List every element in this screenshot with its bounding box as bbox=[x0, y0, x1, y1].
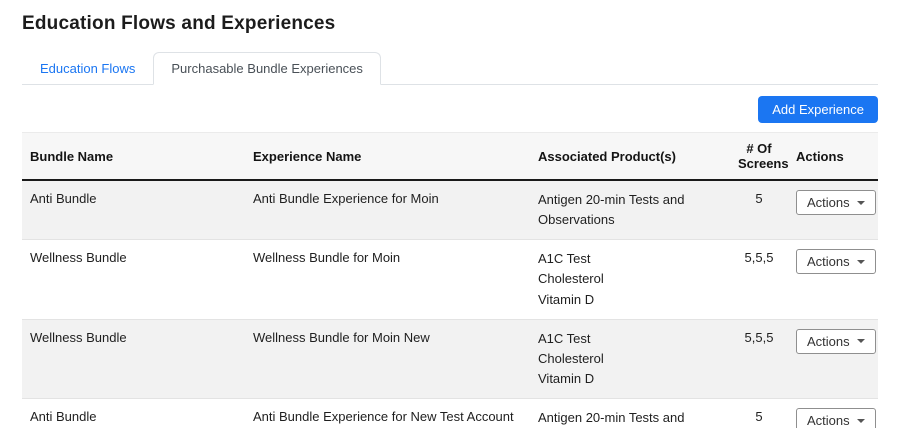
toolbar: Add Experience bbox=[22, 96, 878, 123]
column-header-actions: Actions bbox=[788, 132, 878, 181]
num-screens-cell: 5,5,5 bbox=[730, 239, 788, 320]
actions-dropdown-label: Actions bbox=[807, 195, 850, 210]
products-cell: Antigen 20-min Tests and Observations bbox=[530, 398, 730, 428]
column-header-bundle-name: Bundle Name bbox=[22, 132, 245, 181]
num-screens-cell: 5 bbox=[730, 398, 788, 428]
num-screens-cell: 5,5,5 bbox=[730, 318, 788, 399]
bundle-name-cell: Wellness Bundle bbox=[22, 239, 245, 320]
experience-name-cell: Wellness Bundle for Moin bbox=[245, 239, 530, 320]
experience-name-cell: Anti Bundle Experience for New Test Acco… bbox=[245, 398, 530, 428]
table-row: Anti Bundle Anti Bundle Experience for M… bbox=[22, 180, 878, 240]
product-item: Vitamin D bbox=[538, 370, 595, 386]
table-row: Wellness Bundle Wellness Bundle for Moin… bbox=[22, 239, 878, 320]
caret-down-icon bbox=[856, 339, 865, 344]
experience-name-cell: Wellness Bundle for Moin New bbox=[245, 318, 530, 399]
actions-dropdown-button[interactable]: Actions bbox=[796, 190, 876, 215]
page-title: Education Flows and Experiences bbox=[22, 13, 336, 34]
tab-purchasable-bundle-experiences[interactable]: Purchasable Bundle Experiences bbox=[153, 52, 381, 85]
actions-dropdown-label: Actions bbox=[807, 413, 850, 428]
bundle-name-cell: Wellness Bundle bbox=[22, 318, 245, 399]
actions-dropdown-button[interactable]: Actions bbox=[796, 328, 876, 354]
actions-dropdown-label: Actions bbox=[807, 333, 850, 349]
caret-down-icon bbox=[856, 259, 865, 264]
actions-cell: Actions bbox=[788, 180, 878, 240]
caret-down-icon bbox=[856, 200, 865, 205]
products-cell: Antigen 20-min Tests and Observations bbox=[530, 180, 730, 240]
column-header-experience-name: Experience Name bbox=[245, 132, 530, 181]
table-row: Wellness Bundle Wellness Bundle for Moin… bbox=[22, 318, 878, 399]
tab-bar: Education Flows Purchasable Bundle Exper… bbox=[22, 52, 878, 85]
table-header-row: Bundle Name Experience Name Associated P… bbox=[22, 132, 878, 181]
actions-dropdown-label: Actions bbox=[807, 254, 850, 270]
bundle-name-cell: Anti Bundle bbox=[30, 191, 97, 206]
actions-dropdown-button[interactable]: Actions bbox=[796, 408, 876, 428]
actions-dropdown-button[interactable]: Actions bbox=[796, 249, 876, 275]
caret-down-icon bbox=[856, 418, 865, 423]
products-cell: A1C Test Cholesterol Vitamin D bbox=[530, 318, 730, 399]
products-cell: A1C Test Cholesterol Vitamin D bbox=[530, 239, 730, 320]
product-item: Cholesterol bbox=[538, 350, 604, 366]
actions-cell: Actions bbox=[788, 239, 878, 320]
product-item: A1C Test bbox=[538, 251, 591, 267]
actions-cell: Actions bbox=[788, 398, 878, 428]
experience-name-cell: Anti Bundle Experience for Moin bbox=[253, 191, 439, 206]
bundle-name-cell: Anti Bundle bbox=[22, 398, 245, 428]
product-item: Antigen 20-min Tests and Observations bbox=[538, 192, 685, 228]
product-item: Antigen 20-min Tests and Observations bbox=[538, 410, 685, 426]
experiences-table: Bundle Name Experience Name Associated P… bbox=[22, 132, 878, 428]
column-header-associated-products: Associated Product(s) bbox=[530, 132, 730, 181]
product-item: Cholesterol bbox=[538, 271, 604, 287]
num-screens-cell: 5 bbox=[755, 191, 763, 206]
product-item: Vitamin D bbox=[538, 291, 595, 307]
tab-education-flows[interactable]: Education Flows bbox=[40, 61, 136, 76]
actions-cell: Actions bbox=[788, 318, 878, 399]
column-header-num-screens: # Of Screens bbox=[730, 132, 789, 181]
table-row: Anti Bundle Anti Bundle Experience for N… bbox=[22, 398, 878, 428]
page-container: Education Flows and Experiences Educatio… bbox=[0, 13, 900, 428]
product-item: A1C Test bbox=[538, 330, 591, 346]
add-experience-button[interactable]: Add Experience bbox=[758, 96, 878, 123]
